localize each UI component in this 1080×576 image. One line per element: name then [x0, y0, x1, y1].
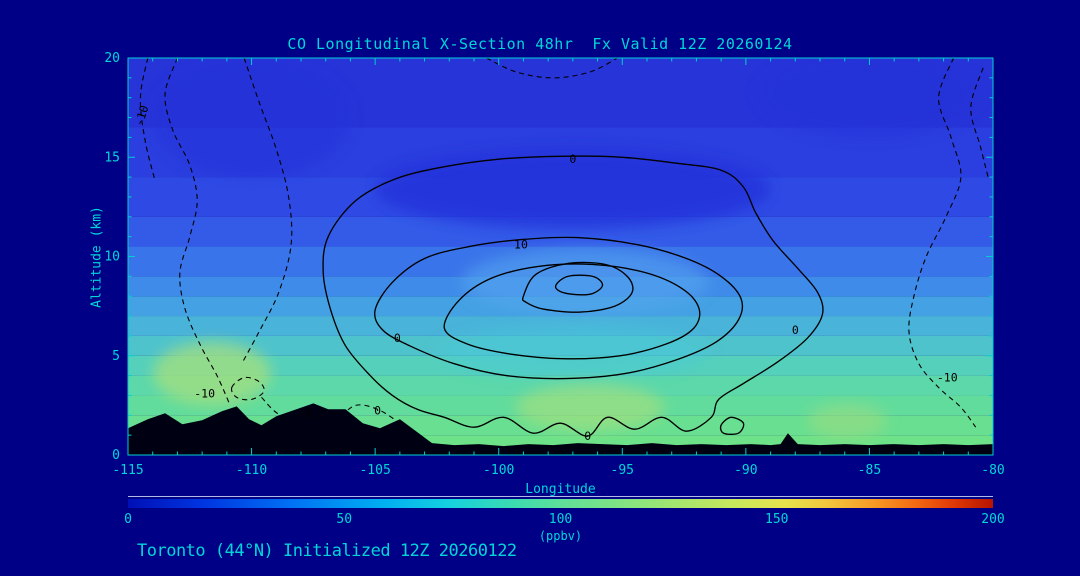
y-tick-label: 20 [104, 51, 120, 66]
contour-label: 10 [514, 238, 528, 252]
y-axis-label: Altitude (km) [89, 206, 105, 308]
contour-line-level-0 [241, 58, 293, 364]
plot-interior: 0 10 0 0 0 0 0 -10 -10 -10 [128, 58, 993, 455]
y-tick-label: 5 [112, 349, 120, 364]
terrain-silhouette [128, 403, 993, 455]
contour-line-level-0 [261, 396, 398, 422]
x-tick-label: -95 [611, 463, 634, 478]
x-tick-label: -100 [483, 463, 514, 478]
colorbar-unit-label: (ppbv) [538, 529, 583, 543]
y-tick-label: 15 [104, 150, 120, 165]
y-tick-label: 0 [112, 448, 120, 463]
color-patch [758, 58, 981, 138]
colorbar-gradient [128, 499, 993, 508]
color-patch [436, 325, 709, 378]
color-patch [152, 58, 351, 178]
contour-line-level-30 [521, 261, 634, 313]
contour-line-level-40 [554, 274, 604, 296]
contour-lines [139, 58, 989, 437]
color-patch [461, 248, 709, 317]
color-patch [807, 403, 887, 440]
contour-label: 0 [569, 152, 576, 166]
contour-label: -10 [937, 371, 958, 385]
contour-line-level-10 [374, 236, 744, 380]
contour-line-level-0 [719, 416, 745, 435]
x-tick-label: -85 [858, 463, 881, 478]
axes-frame [127, 57, 994, 456]
plot-title: CO Longitudinal X-Section 48hr Fx Valid … [287, 35, 793, 53]
x-tick-label: -105 [359, 463, 390, 478]
x-axis-label: Longitude [525, 482, 596, 497]
contour-label: 0 [305, 406, 312, 420]
colorbar-ticks: 0 50 100 150 200 [124, 512, 1005, 527]
colorbar-tick-label: 50 [336, 512, 353, 527]
contour-line-level-0 [486, 58, 618, 79]
contour-label: 0 [394, 331, 401, 345]
colorbar-tick-label: 100 [548, 512, 573, 527]
contour-line-level-20 [443, 263, 701, 360]
x-tick-label: -80 [981, 463, 1004, 478]
color-patch [375, 149, 771, 229]
colorbar-tick-label: 0 [124, 512, 132, 527]
x-tick-label: -110 [236, 463, 267, 478]
colorbar-top-line [128, 496, 993, 497]
color-patches [152, 58, 981, 440]
contour-line-level--10 [164, 58, 230, 404]
contour-label: 0 [374, 403, 381, 417]
color-patch [152, 341, 272, 406]
fill-band [128, 375, 993, 396]
color-patch [516, 383, 665, 432]
fill-band [128, 316, 993, 336]
contour-line-level-0 [322, 155, 824, 437]
contour-label: -10 [194, 386, 215, 400]
contour-label: 0 [792, 323, 799, 337]
contour-labels: 0 10 0 0 0 0 0 -10 -10 -10 [132, 103, 958, 443]
run-caption: Toronto (44°N) Initialized 12Z 20260122 [137, 541, 517, 561]
colorbar-tick-label: 150 [765, 512, 789, 527]
contour-line-level-0 [230, 376, 265, 401]
contour-label: -10 [132, 103, 152, 127]
y-tick-label: 10 [104, 250, 120, 265]
x-tick-label: -115 [112, 463, 143, 478]
contour-label: 0 [584, 429, 591, 443]
x-tick-label: -90 [734, 463, 757, 478]
colorbar-tick-label: 200 [981, 512, 1005, 527]
contour-line-level--10 [970, 67, 989, 178]
